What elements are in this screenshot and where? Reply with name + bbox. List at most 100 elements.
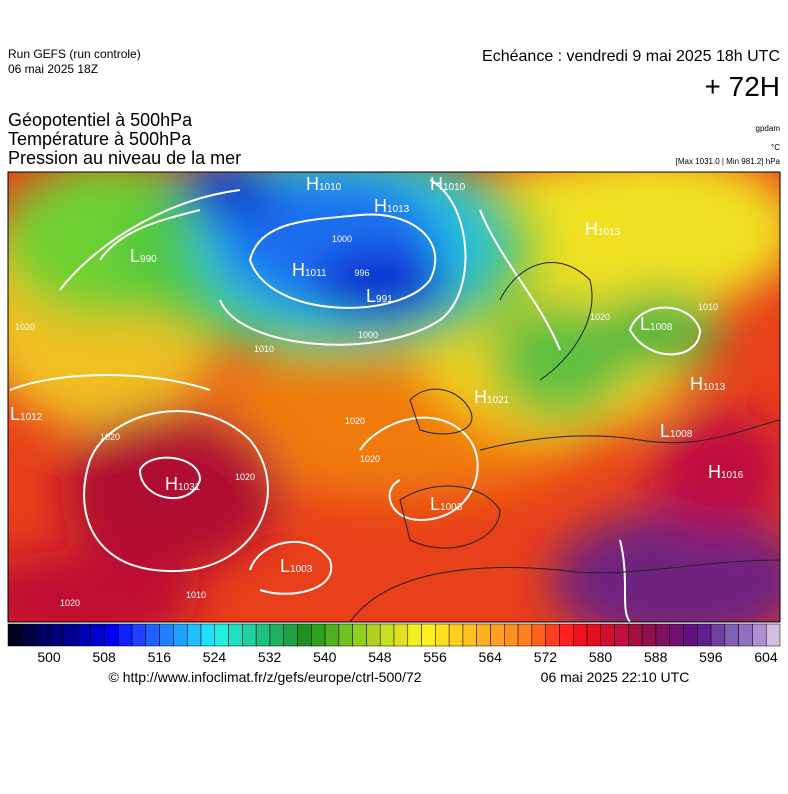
run-label: Run GEFS (run controle) [8,47,141,61]
center-letter: H [690,374,703,394]
colorbar-swatch [407,623,422,647]
isobar-label: 1010 [186,590,206,600]
center-letter: L [640,314,650,334]
colorbar-swatch [90,623,105,647]
generated-time: 06 mai 2025 22:10 UTC [541,669,690,685]
isobar-label: 1020 [15,322,35,332]
colorbar-swatch [145,623,160,647]
colorbar-tick-label: 596 [699,649,723,665]
isobar-label: 1020 [590,312,610,322]
colorbar-swatch [366,623,381,647]
colorbar-swatch [62,623,78,647]
pressure-center: L1003 [430,494,463,514]
center-letter: L [366,286,376,306]
center-letter: H [585,219,598,239]
colorbar-swatch [490,623,505,647]
center-value: 1003 [290,564,313,575]
lead-time: + 72H [705,71,781,102]
center-letter: L [430,494,440,514]
colorbar-swatch [669,623,684,647]
colorbar-tick-label: 540 [313,649,337,665]
pressure-center: H1016 [708,462,744,482]
colorbar-swatch [710,623,726,647]
colorbar-swatch [559,623,574,647]
isobar-label: 1020 [100,432,120,442]
center-letter: H [306,174,319,194]
pressure-center: L991 [366,286,393,306]
field-label: Géopotentiel à 500hPa [8,110,193,130]
colorbar-tick-label: 548 [368,649,392,665]
colorbar-swatch [379,623,395,647]
center-letter: H [430,174,443,194]
pressure-center: H1013 [585,219,621,239]
source-credit: © http://www.infoclimat.fr/z/gefs/europe… [108,669,421,685]
colorbar-swatch [173,623,188,647]
pressure-center: H1013 [374,196,410,216]
colorbar-swatch [311,623,326,647]
colorbar-swatch [614,623,629,647]
center-letter: L [660,421,670,441]
center-value: 1011 [305,268,327,279]
valid-time: Echéance : vendredi 9 mai 2025 18h UTC [482,48,780,65]
isobars [9,179,702,622]
colorbar-swatch [283,623,298,647]
center-value: 1003 [440,502,463,513]
center-value: 1016 [721,470,744,481]
colorbar-swatch [504,623,519,647]
colorbar-swatch [228,623,243,647]
temperature-field [8,172,780,622]
colorbar-swatch [186,623,202,647]
center-letter: H [165,474,178,494]
center-value: 1013 [703,382,726,393]
center-letter: H [374,196,387,216]
colorbar-tick-label: 508 [92,649,116,665]
colorbar-swatch [421,623,436,647]
center-value: 1010 [443,182,466,193]
colorbar-tick-label: 532 [258,649,282,665]
colorbar-tick-label: 564 [479,649,503,665]
center-value: 1008 [670,429,693,440]
isobar-label: 996 [354,268,369,278]
pressure-center: H1011 [292,260,327,280]
unit-label: gpdam [756,124,781,133]
colorbar-swatch [655,623,670,647]
colorbar: 500 508 516 524 532 540 548 556 564 572 580 588 596 6… [7,623,781,665]
unit-label: °C [771,143,780,152]
isobar-label: 1020 [360,454,380,464]
colorbar-swatch [159,623,174,647]
center-letter: H [474,387,487,407]
colorbar-swatch [724,623,739,647]
center-value: 1021 [487,395,510,406]
isobar-label: 1020 [235,472,255,482]
colorbar-swatch [324,623,340,647]
colorbar-tick-label: 516 [148,649,172,665]
colorbar-swatch [448,623,464,647]
pressure-center: H1013 [690,374,726,394]
pressure-center: H1021 [474,387,510,407]
colorbar-swatch [641,623,657,647]
center-value: 991 [376,294,393,305]
pressure-center: H1010 [306,174,342,194]
colorbar-swatch [683,623,698,647]
colorbar-swatch [393,623,409,647]
center-letter: H [708,462,721,482]
colorbar-swatch [7,623,23,647]
center-value: 1031 [178,482,201,493]
colorbar-swatch [338,623,353,647]
colorbar-tick-label: 500 [37,649,61,665]
coastlines [349,262,780,622]
colorbar-swatch [200,623,216,647]
colorbar-tick-label: 588 [644,649,668,665]
center-value: 1013 [387,204,410,215]
isobar-label: 1020 [60,598,80,608]
colorbar-swatch [531,623,546,647]
center-value: 1013 [598,227,621,238]
colorbar-swatch [269,623,284,647]
center-letter: L [10,404,20,424]
colorbar-swatch [297,623,312,647]
center-value: 1008 [650,322,673,333]
isobar-label: 1010 [698,302,718,312]
colorbar-swatch [752,623,767,647]
colorbar-swatch [352,623,367,647]
colorbar-tick-label: 604 [754,649,778,665]
